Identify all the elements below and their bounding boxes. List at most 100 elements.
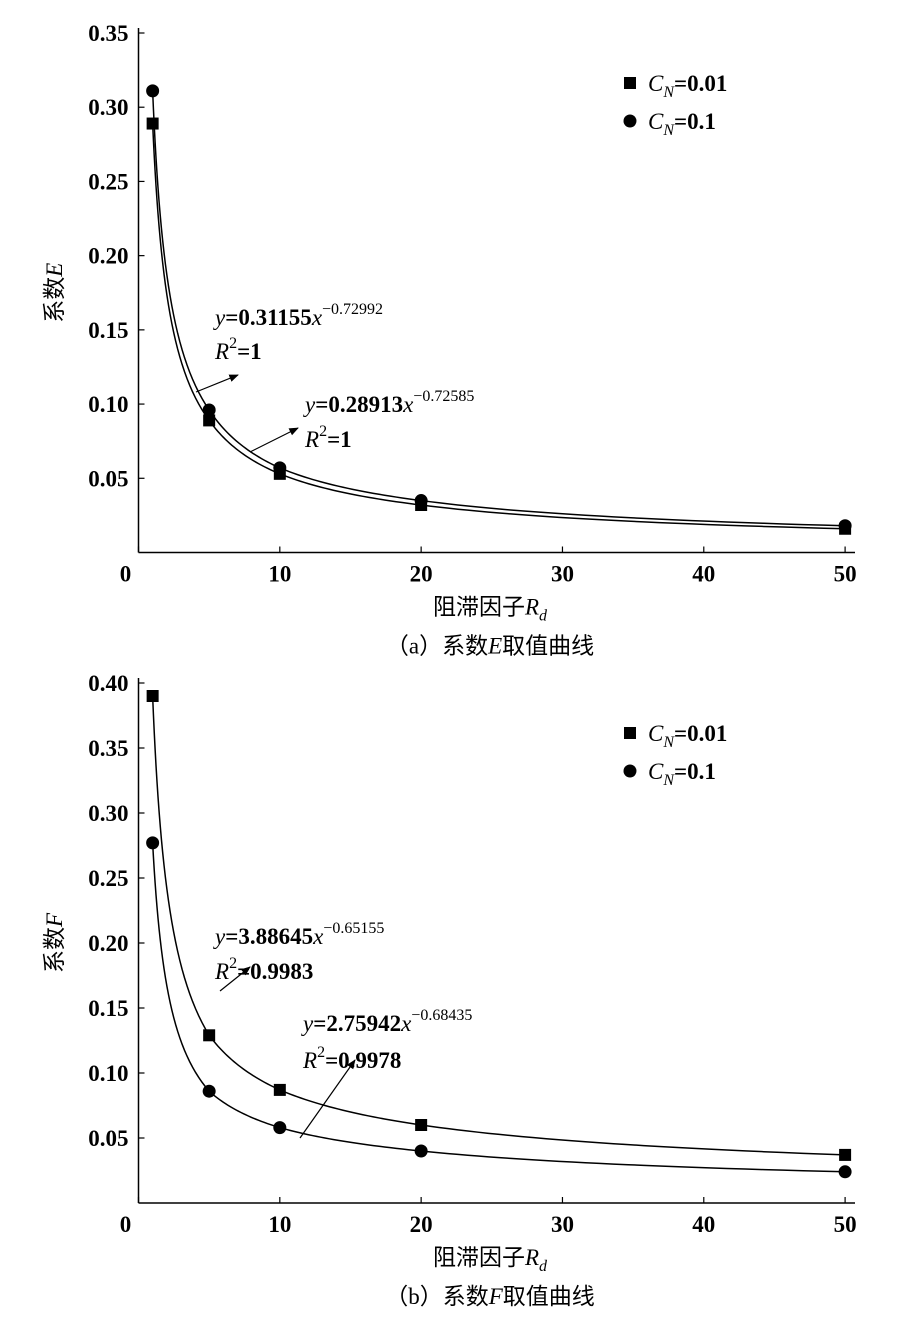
data-point: [203, 1029, 216, 1042]
fit-equation: y=0.31155x−0.72992: [213, 301, 383, 330]
fit-r2-part: =0.9978: [325, 1048, 401, 1073]
data-point: [273, 1083, 286, 1096]
legend-label: CN=0.01: [648, 721, 727, 751]
trend-curve: [151, 842, 846, 1173]
caption: （b）系数F取值曲线: [385, 1284, 595, 1309]
data-point: [273, 1121, 287, 1135]
fit-r2-part: R: [304, 427, 319, 452]
fit-r2-part: 2: [317, 1044, 325, 1061]
legend-label-part: =0.01: [674, 71, 727, 96]
y-axis-label-part: E: [42, 263, 67, 278]
legend-label-part: C: [648, 109, 664, 134]
legend-marker: [623, 114, 637, 128]
y-tick-label: 0.35: [88, 736, 128, 761]
y-tick-label: 0.05: [88, 1126, 128, 1151]
y-axis-label: 系数F: [42, 912, 67, 973]
fit-equation-part: =: [225, 305, 238, 330]
x-axis-label-part: d: [539, 1258, 548, 1275]
legend-marker: [623, 764, 637, 778]
fit-equation-part: y: [213, 305, 226, 330]
data-point: [838, 519, 852, 533]
y-axis-label: 系数E: [42, 263, 67, 323]
fit-equation-part: x: [311, 305, 323, 330]
y-tick-label: 0.10: [88, 1061, 128, 1086]
fit-r2-part: R: [214, 959, 229, 984]
fit-equation-part: x: [402, 392, 414, 417]
data-point: [146, 117, 159, 130]
fit-equation-part: =: [225, 924, 238, 949]
caption-part: （a）系数: [386, 634, 488, 659]
x-tick-label: 10: [268, 1212, 291, 1237]
x-tick-label: 50: [834, 562, 857, 587]
caption-part: 取值曲线: [502, 634, 594, 659]
legend-label-part: =0.1: [674, 109, 716, 134]
fit-r2-part: =1: [237, 339, 262, 364]
x-tick-label: 20: [410, 562, 433, 587]
fit-equation-part: 2.75942: [326, 1011, 401, 1036]
annotation-arrow: [219, 966, 251, 992]
legend-label: CN=0.1: [648, 759, 716, 789]
fit-equation-part: 0.31155: [238, 305, 311, 330]
caption-part: F: [488, 1284, 504, 1309]
fit-equation-part: x: [400, 1011, 412, 1036]
legend-label: CN=0.1: [648, 109, 716, 139]
y-axis-label-part: 系数: [42, 277, 67, 323]
x-tick-label: 30: [551, 562, 574, 587]
data-point: [146, 836, 160, 850]
data-point: [202, 403, 216, 417]
caption-part: E: [487, 634, 502, 659]
fit-equation-part: 3.88645: [238, 924, 313, 949]
fit-equation-part: y: [301, 1011, 314, 1036]
x-tick-label: 30: [551, 1212, 574, 1237]
y-tick-label: 0.20: [88, 244, 128, 269]
x-axis-label-part: d: [539, 608, 548, 625]
y-tick-label: 0.25: [88, 169, 128, 194]
y-tick-label: 0.30: [88, 801, 128, 826]
fit-equation-part: 0.28913: [328, 392, 403, 417]
fit-r2-part: 2: [229, 955, 237, 972]
y-tick-label: 0.15: [88, 996, 128, 1021]
fit-equation-part: −0.65155: [323, 920, 384, 937]
fit-equation-part: =: [313, 1011, 326, 1036]
x-axis-label-part: 阻滞因子: [433, 1245, 525, 1270]
annotation-arrow: [249, 427, 299, 453]
fit-equation-part: =: [315, 392, 328, 417]
legend-label-part: C: [648, 721, 664, 746]
legend-label: CN=0.01: [648, 71, 727, 101]
legend-label-part: =0.1: [674, 759, 716, 784]
annotation-arrow: [299, 1059, 356, 1139]
x-tick-label: 50: [834, 1212, 857, 1237]
fit-equation: y=3.88645x−0.65155: [213, 920, 384, 949]
fit-r2-part: R: [302, 1048, 317, 1073]
caption-part: 取值曲线: [503, 1284, 595, 1309]
y-tick-label: 0.20: [88, 931, 128, 956]
annotation-arrow: [195, 374, 239, 393]
x-tick-label: 0: [120, 562, 132, 587]
fit-r2: R2=0.9983: [214, 955, 313, 984]
y-tick-label: 0.30: [88, 95, 128, 120]
data-point: [146, 690, 159, 702]
x-axis-label-part: R: [524, 595, 539, 620]
legend-marker: [624, 727, 636, 739]
x-axis-label: 阻滞因子Rd: [433, 595, 548, 625]
x-tick-label: 20: [410, 1212, 433, 1237]
x-axis-label-part: 阻滞因子: [433, 595, 525, 620]
fit-equation-part: x: [312, 924, 324, 949]
data-point: [839, 1148, 852, 1161]
fit-r2-part: 2: [229, 335, 237, 352]
legend-label-part: =0.01: [674, 721, 727, 746]
legend-label-part: N: [662, 734, 675, 751]
y-axis-label-part: F: [42, 912, 67, 928]
data-point: [414, 1144, 428, 1158]
data-point: [273, 461, 287, 475]
y-tick-label: 0.40: [88, 671, 128, 696]
data-point: [414, 494, 428, 508]
data-point: [202, 1084, 216, 1098]
x-tick-label: 40: [692, 1212, 715, 1237]
y-tick-label: 0.35: [88, 21, 128, 46]
fit-r2-part: 2: [319, 423, 327, 440]
data-point: [146, 84, 160, 98]
x-axis-label-part: R: [524, 1245, 539, 1270]
data-point: [415, 1119, 428, 1131]
